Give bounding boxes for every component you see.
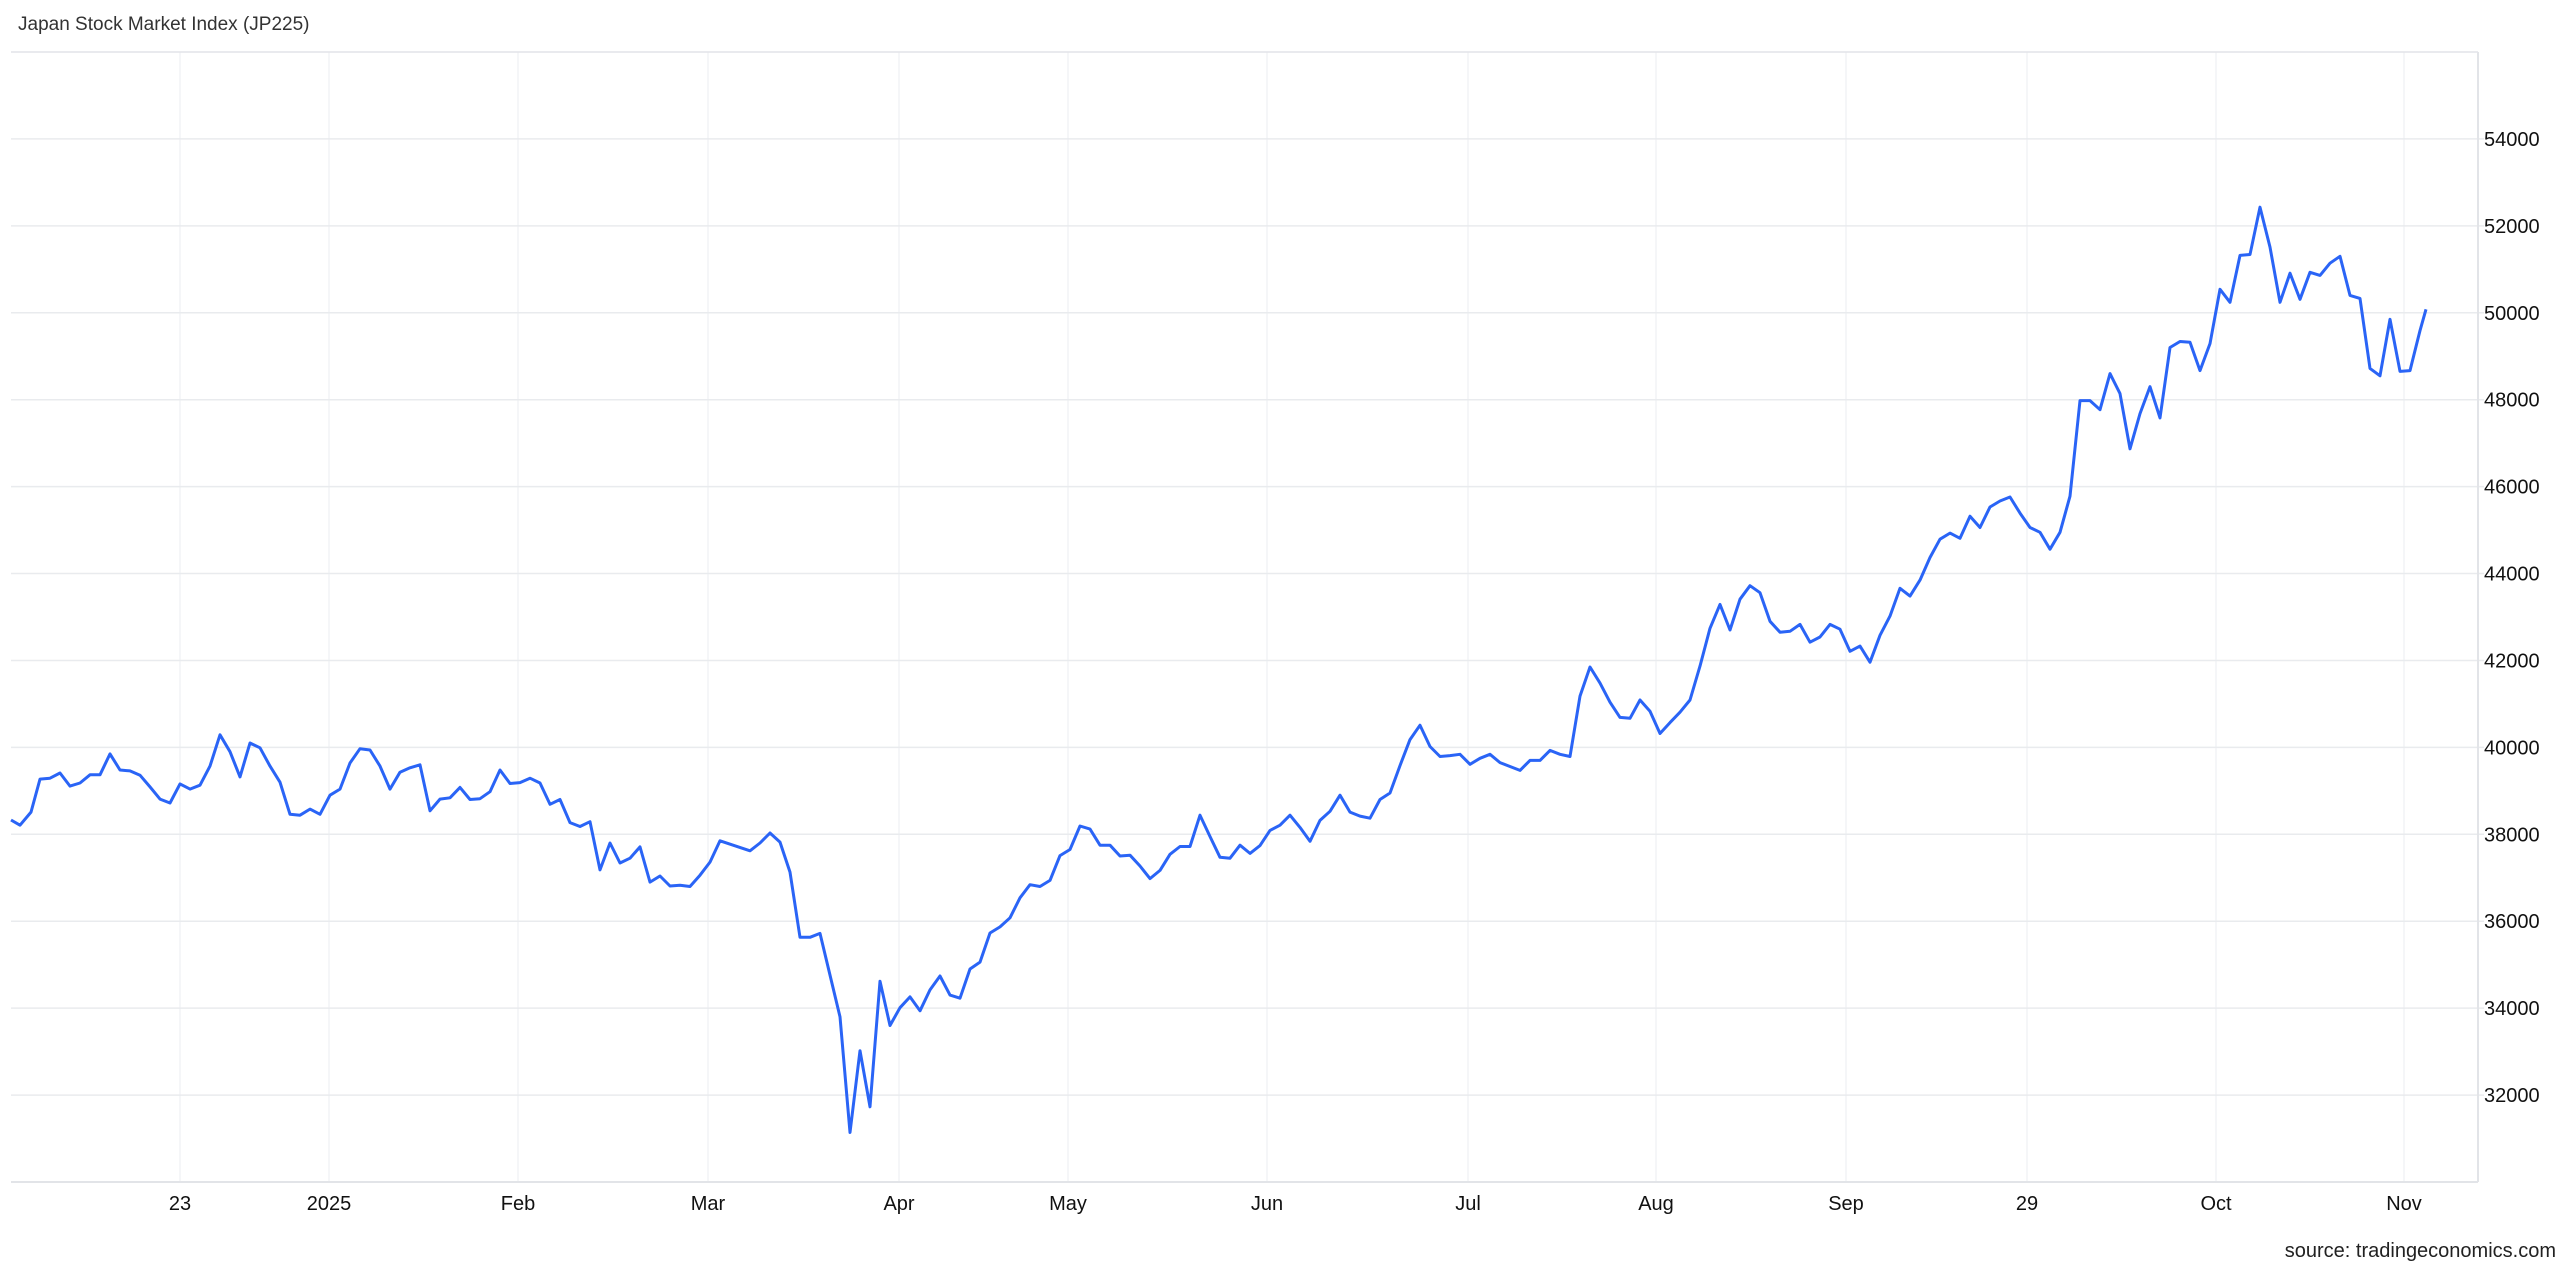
chart-title: Japan Stock Market Index (JP225) bbox=[18, 14, 310, 35]
x-tick-label: Oct bbox=[2200, 1193, 2232, 1215]
x-tick-label: Jun bbox=[1251, 1193, 1283, 1215]
y-tick-label: 48000 bbox=[2484, 390, 2540, 412]
y-tick-label: 36000 bbox=[2484, 911, 2540, 933]
x-tick-label: 29 bbox=[2016, 1193, 2038, 1215]
horizontal-gridlines bbox=[11, 138, 2484, 1096]
y-tick-label: 40000 bbox=[2484, 737, 2540, 759]
x-tick-label: 23 bbox=[169, 1193, 191, 1215]
y-tick-label: 50000 bbox=[2484, 303, 2540, 325]
x-tick-label: Sep bbox=[1828, 1193, 1864, 1215]
x-tick-label: Jul bbox=[1455, 1193, 1481, 1215]
x-axis-tick-labels: 23 2025 Feb Mar Apr May Jun Jul Aug Sep 29 Oct Nov bbox=[169, 1193, 2422, 1215]
source-attribution: source: tradingeconomics.com bbox=[2284, 1240, 2556, 1262]
x-tick-label: 2025 bbox=[307, 1193, 352, 1215]
y-tick-label: 54000 bbox=[2484, 129, 2540, 151]
y-tick-label: 44000 bbox=[2484, 564, 2540, 586]
y-tick-label: 32000 bbox=[2484, 1085, 2540, 1107]
y-axis-tick-labels: 32000 34000 36000 38000 40000 42000 44000 46000… bbox=[2484, 129, 2540, 1107]
x-tick-label: Aug bbox=[1638, 1193, 1674, 1215]
y-tick-label: 52000 bbox=[2484, 216, 2540, 238]
y-tick-label: 42000 bbox=[2484, 650, 2540, 672]
y-tick-label: 46000 bbox=[2484, 477, 2540, 499]
x-tick-label: Feb bbox=[501, 1193, 535, 1215]
y-tick-label: 38000 bbox=[2484, 824, 2540, 846]
vertical-gridlines bbox=[179, 52, 2405, 1182]
x-tick-label: Nov bbox=[2386, 1193, 2422, 1215]
jp225-series-line[interactable] bbox=[10, 205, 2428, 1134]
x-tick-label: Apr bbox=[883, 1193, 914, 1215]
x-tick-label: Mar bbox=[691, 1193, 726, 1215]
y-tick-label: 34000 bbox=[2484, 998, 2540, 1020]
x-tick-label: May bbox=[1049, 1193, 1087, 1215]
